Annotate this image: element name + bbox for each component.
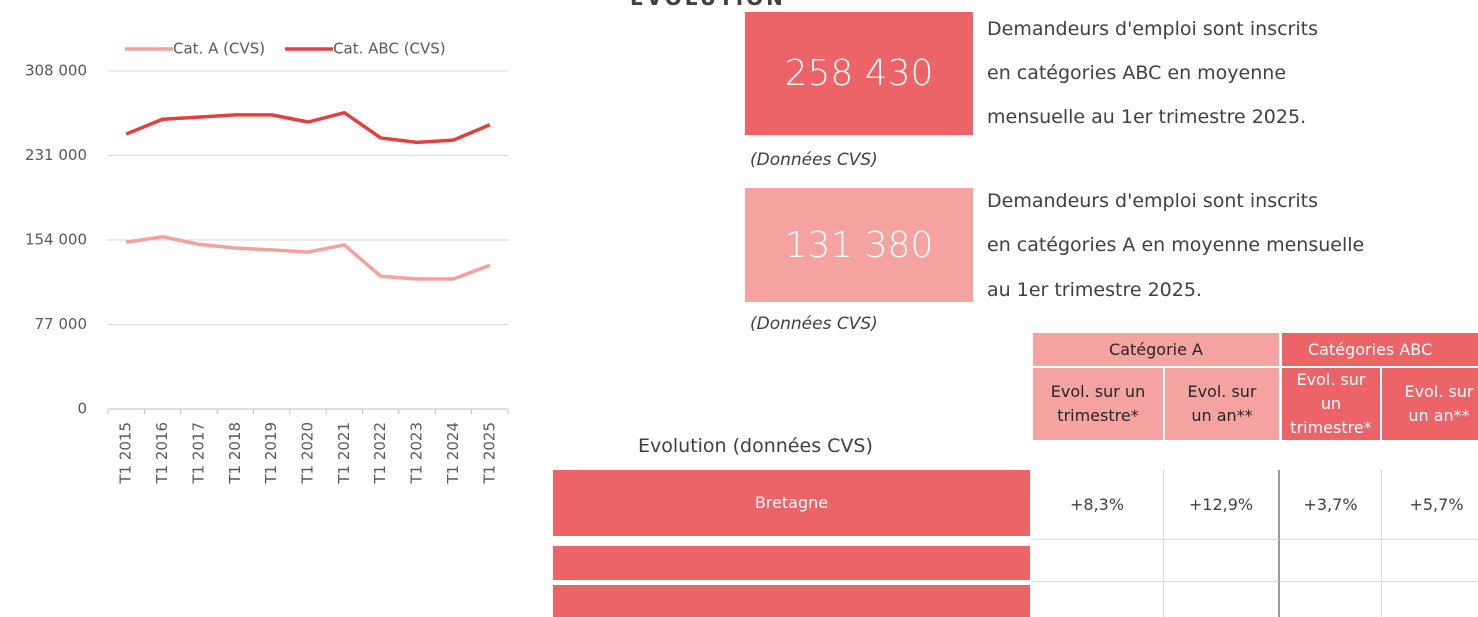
y-tick-label: 308 000 [25,62,87,80]
group-header: Catégorie A [1033,333,1279,366]
kpi-text: en catégories ABC en moyenne [987,62,1287,84]
x-tick-label: T1 2024 [444,422,462,485]
table-cell [1031,582,1164,617]
row-label [553,585,1030,617]
table-value: +12,9% [1164,470,1280,540]
table-cell [1382,582,1478,617]
x-tick-label: T1 2017 [189,422,207,485]
y-tick-label: 231 000 [25,146,87,164]
x-tick-label: T1 2020 [299,422,317,485]
table-value: +5,7% [1382,470,1478,540]
table-cell [1382,540,1478,582]
x-tick-label: T1 2023 [408,422,426,485]
table-cell [1280,582,1382,617]
x-tick-label: T1 2016 [153,422,171,485]
table-value: +3,7% [1280,470,1382,540]
x-tick-label: T1 2025 [480,422,498,485]
y-tick-label: 0 [77,400,87,418]
sub-header: Evol. sur un an** [1165,368,1279,440]
series-line [125,110,491,145]
legend-label: Cat. ABC (CVS) [333,40,446,58]
sub-header: Evol. sur un an** [1382,368,1478,440]
kpi-box: 258 430 [745,12,973,135]
x-tick-label: T1 2022 [371,422,389,485]
kpi-text: Demandeurs d'emploi sont inscrits [987,18,1318,40]
kpi-note: (Données CVS) [750,314,878,334]
kpi-box: 131 380 [745,188,973,302]
table-cell [1164,540,1280,582]
sub-header: Evol. sur un trimestre* [1033,368,1163,440]
kpi-text: Demandeurs d'emploi sont inscrits [987,190,1318,212]
page-title: EVOLUTION [630,0,786,10]
series-line [125,234,491,281]
group-header: Catégories ABC [1282,333,1478,366]
table-cell [1164,582,1280,617]
table-value: +8,3% [1031,470,1164,540]
y-tick-label: 77 000 [35,315,88,333]
row-label [553,546,1030,580]
sub-header: Evol. sur un trimestre* [1282,368,1380,440]
kpi-text: au 1er trimestre 2025. [987,279,1202,301]
x-tick-label: T1 2019 [262,422,280,485]
kpi-text: mensuelle au 1er trimestre 2025. [987,106,1307,128]
x-tick-label: T1 2021 [335,422,353,485]
kpi-text: en catégories A en moyenne mensuelle [987,234,1365,256]
chart: 0 77 000 154 000 231 000 308 000 T1 2015 T1 20… [25,40,509,485]
x-tick-label: T1 2015 [117,422,135,485]
row-label: Bretagne [553,470,1030,536]
table-cell [1280,540,1382,582]
legend-label: Cat. A (CVS) [173,40,265,58]
y-tick-label: 154 000 [25,231,87,249]
row-header: Evolution (données CVS) [638,435,873,457]
table-cell [1031,540,1164,582]
x-tick-label: T1 2018 [226,422,244,485]
kpi-note: (Données CVS) [750,150,878,170]
